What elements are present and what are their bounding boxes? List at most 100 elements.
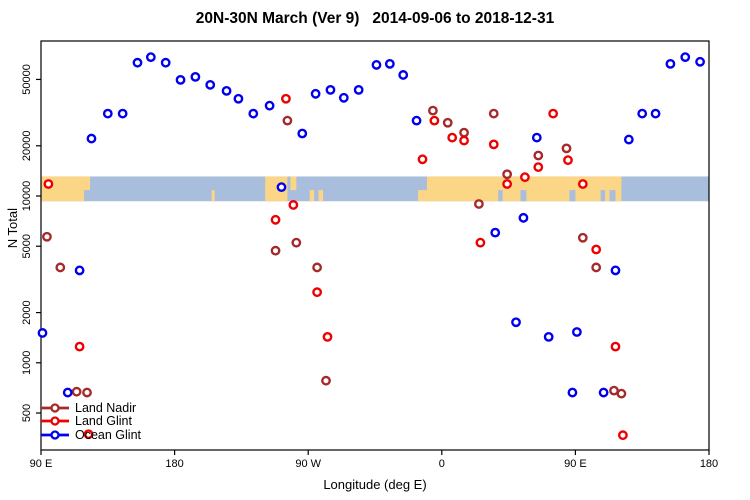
data-point-ocean-glint [623, 134, 634, 145]
data-point-land-glint [43, 179, 54, 189]
data-point-ocean-glint [571, 327, 582, 337]
data-point-ocean-glint [310, 88, 321, 99]
data-point-ocean-glint [117, 108, 128, 119]
data-point-ocean-glint [276, 182, 287, 193]
data-point-land-nadir [616, 388, 627, 399]
data-point-ocean-glint [531, 132, 542, 143]
y-tick-label: 50000 [21, 64, 33, 95]
data-point-ocean-glint [102, 108, 113, 119]
x-tick-label: 180 [165, 458, 183, 470]
chart-title: 20N-30N March (Ver 9) 2014-09-06 to 2018… [195, 10, 555, 27]
land-glint-marker-icon [41, 416, 69, 426]
data-point-land-nadir [270, 245, 281, 256]
y-tick-label: 20000 [21, 131, 33, 162]
data-point-land-nadir [488, 108, 499, 119]
x-axis-title: Longitude (deg E) [323, 477, 427, 492]
data-point-land-glint [618, 430, 628, 441]
data-point-land-nadir [533, 150, 544, 161]
data-point-land-glint [270, 214, 281, 225]
data-point-ocean-glint [338, 92, 349, 103]
data-point-land-nadir [459, 127, 469, 138]
data-point-ocean-glint [511, 317, 521, 328]
x-tick-label: 90 E [564, 458, 587, 470]
legend-label: Land Nadir [75, 400, 137, 415]
data-point-ocean-glint [490, 227, 501, 238]
data-point-ocean-glint [650, 108, 661, 119]
x-tick-label: 0 [439, 458, 445, 470]
data-point-land-nadir [42, 231, 52, 242]
data-point-land-glint [520, 172, 530, 183]
data-point-land-glint [502, 179, 513, 189]
data-point-land-nadir [561, 143, 572, 154]
data-point-ocean-glint [325, 84, 336, 95]
data-point-ocean-glint [518, 212, 529, 223]
data-point-ocean-glint [175, 74, 186, 85]
land-nadir-marker-icon [41, 403, 69, 413]
data-point-ocean-glint [411, 115, 422, 126]
data-point-ocean-glint [543, 331, 554, 342]
data-point-ocean-glint [353, 84, 364, 95]
map-band-water-notch [498, 190, 503, 202]
data-point-land-nadir [474, 199, 484, 209]
x-tick-label: 90 E [30, 458, 53, 470]
data-point-land-nadir [502, 169, 513, 180]
data-point-ocean-glint [160, 57, 171, 68]
data-point-ocean-glint [680, 52, 691, 63]
data-point-land-nadir [442, 117, 453, 128]
data-point-ocean-glint [86, 133, 97, 144]
data-point-ocean-glint [695, 56, 705, 67]
data-point-land-glint [459, 135, 469, 146]
data-point-ocean-glint [190, 71, 201, 82]
data-point-ocean-glint [233, 93, 244, 104]
data-point-land-glint [548, 108, 559, 119]
map-band-land [318, 190, 324, 202]
data-point-land-glint [533, 162, 544, 173]
data-point-ocean-glint [264, 100, 275, 111]
data-point-land-nadir [591, 262, 602, 273]
data-point-ocean-glint [665, 58, 676, 69]
legend: Land Nadir Land Glint Ocean Glint [40, 401, 141, 442]
data-point-ocean-glint [598, 387, 609, 398]
data-point-ocean-glint [297, 128, 308, 139]
data-point-land-nadir [82, 387, 92, 398]
data-point-land-glint [563, 155, 573, 166]
y-axis-title: N Total [5, 208, 20, 249]
x-tick-label: 90 W [295, 458, 321, 470]
map-band-water-notch [520, 190, 527, 202]
y-tick-label: 10000 [21, 181, 33, 212]
map-band-land [211, 190, 215, 202]
map-band-water-notch [569, 190, 576, 202]
y-tick-label: 5000 [21, 234, 33, 258]
data-point-ocean-glint [62, 387, 73, 398]
data-point-ocean-glint [610, 265, 621, 276]
map-band-land [84, 176, 90, 191]
y-tick-label: 1000 [21, 351, 33, 375]
data-point-ocean-glint [371, 60, 382, 70]
data-point-land-glint [447, 132, 458, 143]
data-point-land-nadir [312, 262, 323, 273]
data-point-land-nadir [427, 105, 438, 116]
data-point-land-nadir [71, 386, 82, 397]
data-point-ocean-glint [145, 52, 156, 63]
map-band-land [418, 190, 427, 202]
data-point-land-glint [322, 331, 333, 342]
map-band-water-notch [600, 190, 606, 202]
data-point-ocean-glint [205, 79, 216, 90]
data-point-land-glint [83, 429, 94, 440]
data-point-land-glint [429, 115, 440, 126]
legend-item-ocean-glint: Ocean Glint [40, 428, 141, 442]
data-point-ocean-glint [384, 58, 395, 69]
data-point-land-nadir [321, 375, 331, 386]
data-point-ocean-glint [637, 108, 648, 119]
plot-border [40, 40, 710, 451]
map-band-water-notch [609, 190, 616, 202]
data-point-land-glint [475, 237, 486, 248]
legend-item-land-nadir: Land Nadir [40, 401, 141, 415]
data-point-ocean-glint [132, 57, 143, 68]
map-band-land [309, 190, 315, 202]
y-tick-label: 2000 [21, 300, 33, 324]
data-point-ocean-glint [248, 108, 259, 119]
data-point-land-glint [610, 341, 621, 352]
